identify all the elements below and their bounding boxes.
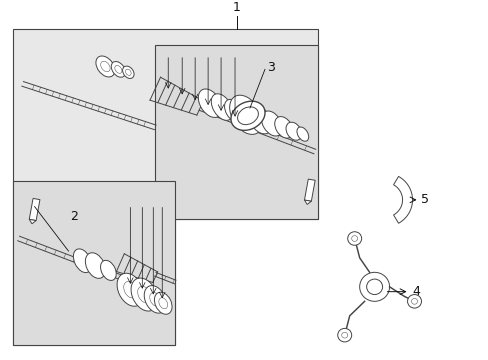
- Text: 4: 4: [412, 285, 420, 298]
- Circle shape: [347, 232, 361, 245]
- Ellipse shape: [117, 273, 143, 306]
- Ellipse shape: [237, 107, 258, 125]
- Ellipse shape: [154, 292, 172, 314]
- Ellipse shape: [115, 66, 122, 73]
- Ellipse shape: [144, 285, 166, 313]
- Polygon shape: [155, 45, 317, 219]
- Ellipse shape: [229, 95, 262, 134]
- Ellipse shape: [73, 249, 91, 273]
- Circle shape: [341, 332, 347, 338]
- Polygon shape: [29, 219, 36, 224]
- Circle shape: [407, 294, 421, 308]
- Polygon shape: [13, 29, 317, 345]
- Ellipse shape: [261, 111, 282, 136]
- Ellipse shape: [123, 282, 137, 298]
- Circle shape: [351, 235, 357, 242]
- Ellipse shape: [125, 69, 131, 75]
- Ellipse shape: [366, 279, 382, 294]
- Ellipse shape: [230, 101, 264, 130]
- Ellipse shape: [122, 66, 134, 78]
- Text: 1: 1: [233, 1, 241, 14]
- Text: 2: 2: [70, 210, 78, 223]
- Text: 5: 5: [421, 193, 428, 206]
- Ellipse shape: [285, 122, 301, 140]
- Polygon shape: [304, 179, 314, 201]
- Ellipse shape: [85, 253, 105, 278]
- Text: 3: 3: [266, 61, 274, 74]
- Circle shape: [411, 298, 417, 304]
- Ellipse shape: [159, 298, 167, 309]
- Ellipse shape: [96, 56, 115, 77]
- Ellipse shape: [198, 89, 222, 117]
- Ellipse shape: [131, 278, 157, 311]
- Ellipse shape: [296, 127, 308, 141]
- Ellipse shape: [138, 286, 151, 303]
- Ellipse shape: [248, 105, 271, 134]
- Ellipse shape: [359, 272, 389, 301]
- Polygon shape: [29, 198, 40, 221]
- Ellipse shape: [274, 117, 292, 138]
- Polygon shape: [393, 176, 412, 223]
- Ellipse shape: [149, 293, 161, 306]
- Ellipse shape: [111, 62, 125, 77]
- Ellipse shape: [101, 61, 110, 72]
- Ellipse shape: [211, 94, 232, 120]
- Ellipse shape: [224, 99, 243, 122]
- Ellipse shape: [101, 260, 116, 280]
- Circle shape: [337, 328, 351, 342]
- Polygon shape: [13, 180, 175, 345]
- Polygon shape: [304, 200, 311, 204]
